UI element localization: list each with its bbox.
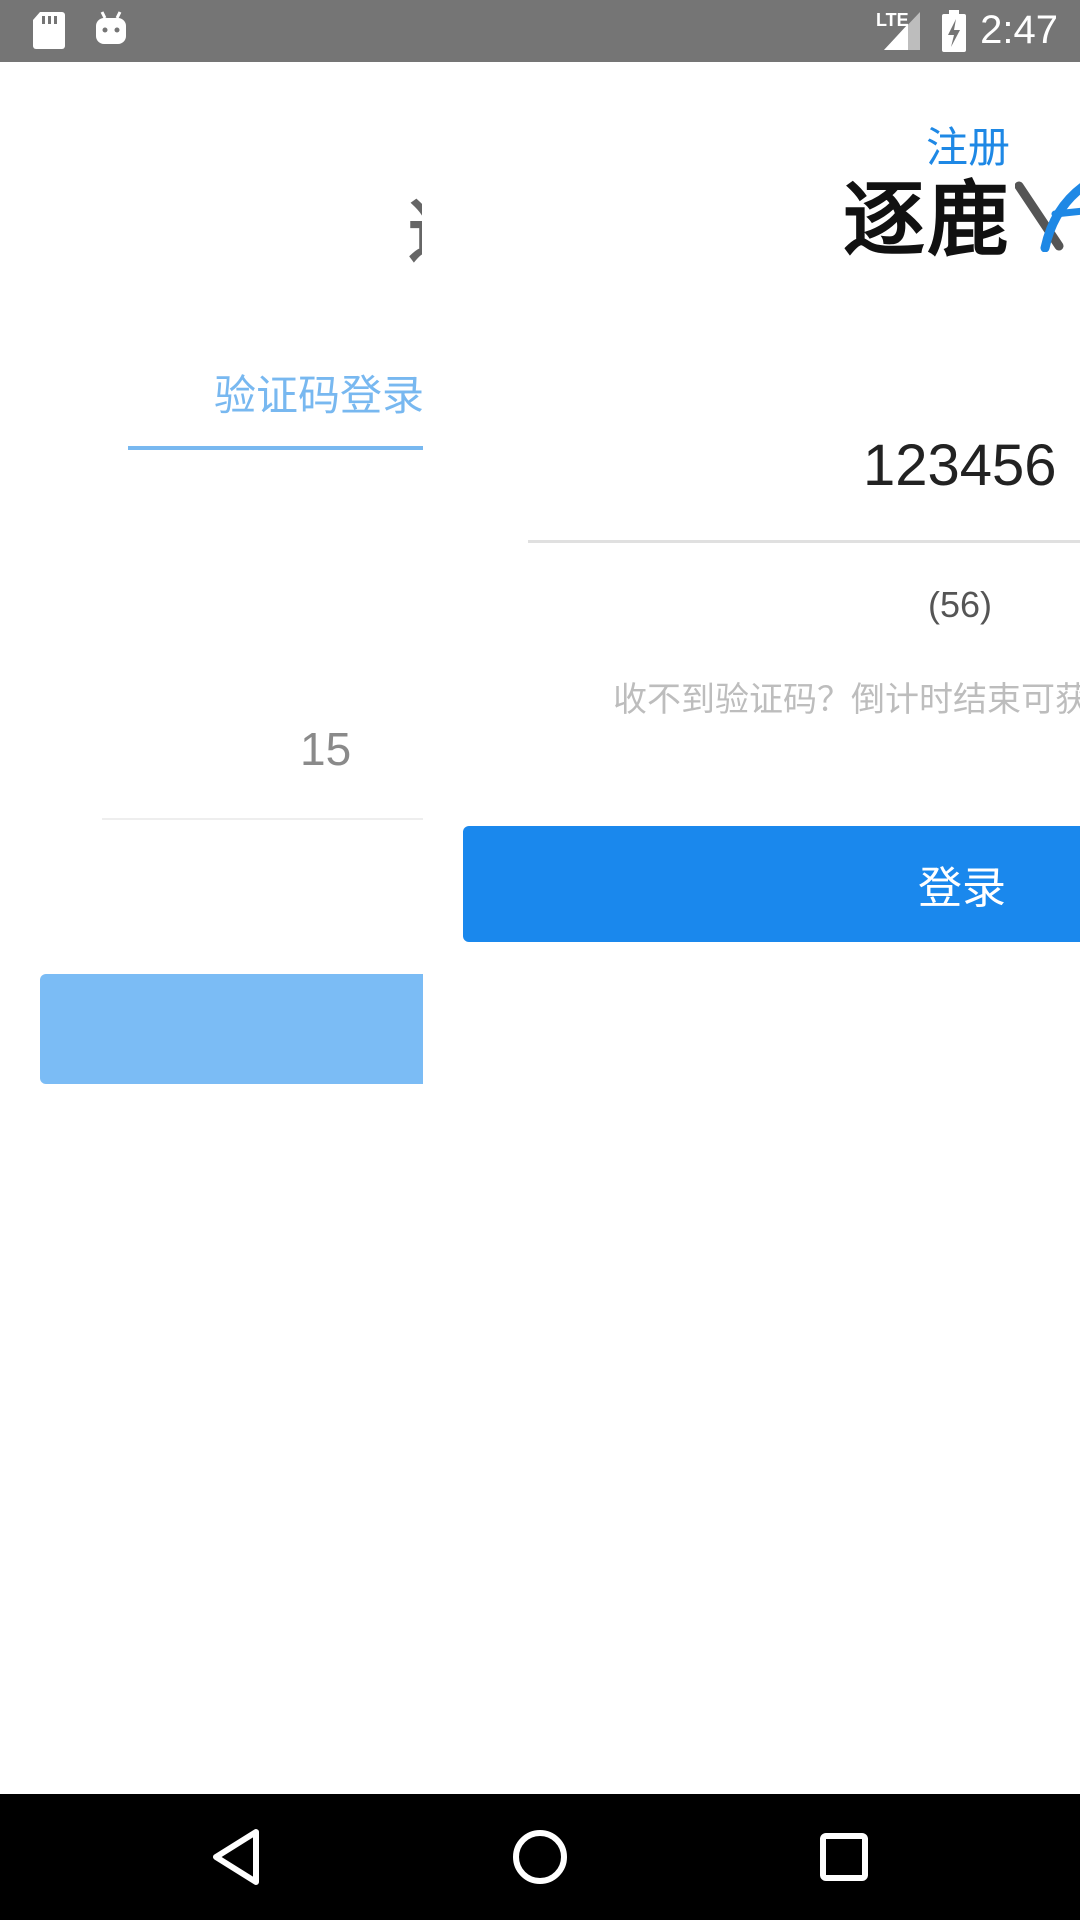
code-input-underline xyxy=(528,540,1080,543)
battery-charging-icon xyxy=(940,10,968,52)
logo-text: 逐鹿 xyxy=(843,153,1011,272)
back-logo-fragment: 逐 xyxy=(408,192,422,272)
resend-countdown: (56) xyxy=(928,584,992,626)
phone-input-underline xyxy=(102,818,423,820)
android-icon xyxy=(94,10,128,50)
login-button[interactable]: 登录 xyxy=(463,826,1080,942)
phone-input[interactable]: 15 xyxy=(300,722,423,776)
back-triangle-icon[interactable] xyxy=(202,1822,272,1892)
status-bar: LTE 2:47 xyxy=(0,0,1080,62)
navigation-bar xyxy=(0,1794,1080,1920)
verify-code-page: 注册 逐鹿 123456 (56) 收不到验证码？倒计时结束可获取 登录 xyxy=(423,62,1080,1794)
tab-underline xyxy=(128,446,423,450)
home-circle-icon[interactable] xyxy=(505,1822,575,1892)
resend-hint: 收不到验证码？倒计时结束可获取 xyxy=(613,672,1080,721)
logo-x-mark-icon xyxy=(1015,172,1080,252)
status-time: 2:47 xyxy=(980,8,1058,53)
get-code-button[interactable] xyxy=(40,974,423,1084)
lte-signal-icon xyxy=(882,10,922,50)
sd-card-icon xyxy=(32,10,66,50)
verification-code-input[interactable]: 123456 xyxy=(863,432,1057,499)
app-logo: 逐鹿 xyxy=(843,162,1080,262)
previous-login-page: 逐 验证码登录 15 xyxy=(0,62,423,1794)
recents-square-icon[interactable] xyxy=(809,1822,879,1892)
tab-code-login[interactable]: 验证码登录 xyxy=(128,362,423,423)
